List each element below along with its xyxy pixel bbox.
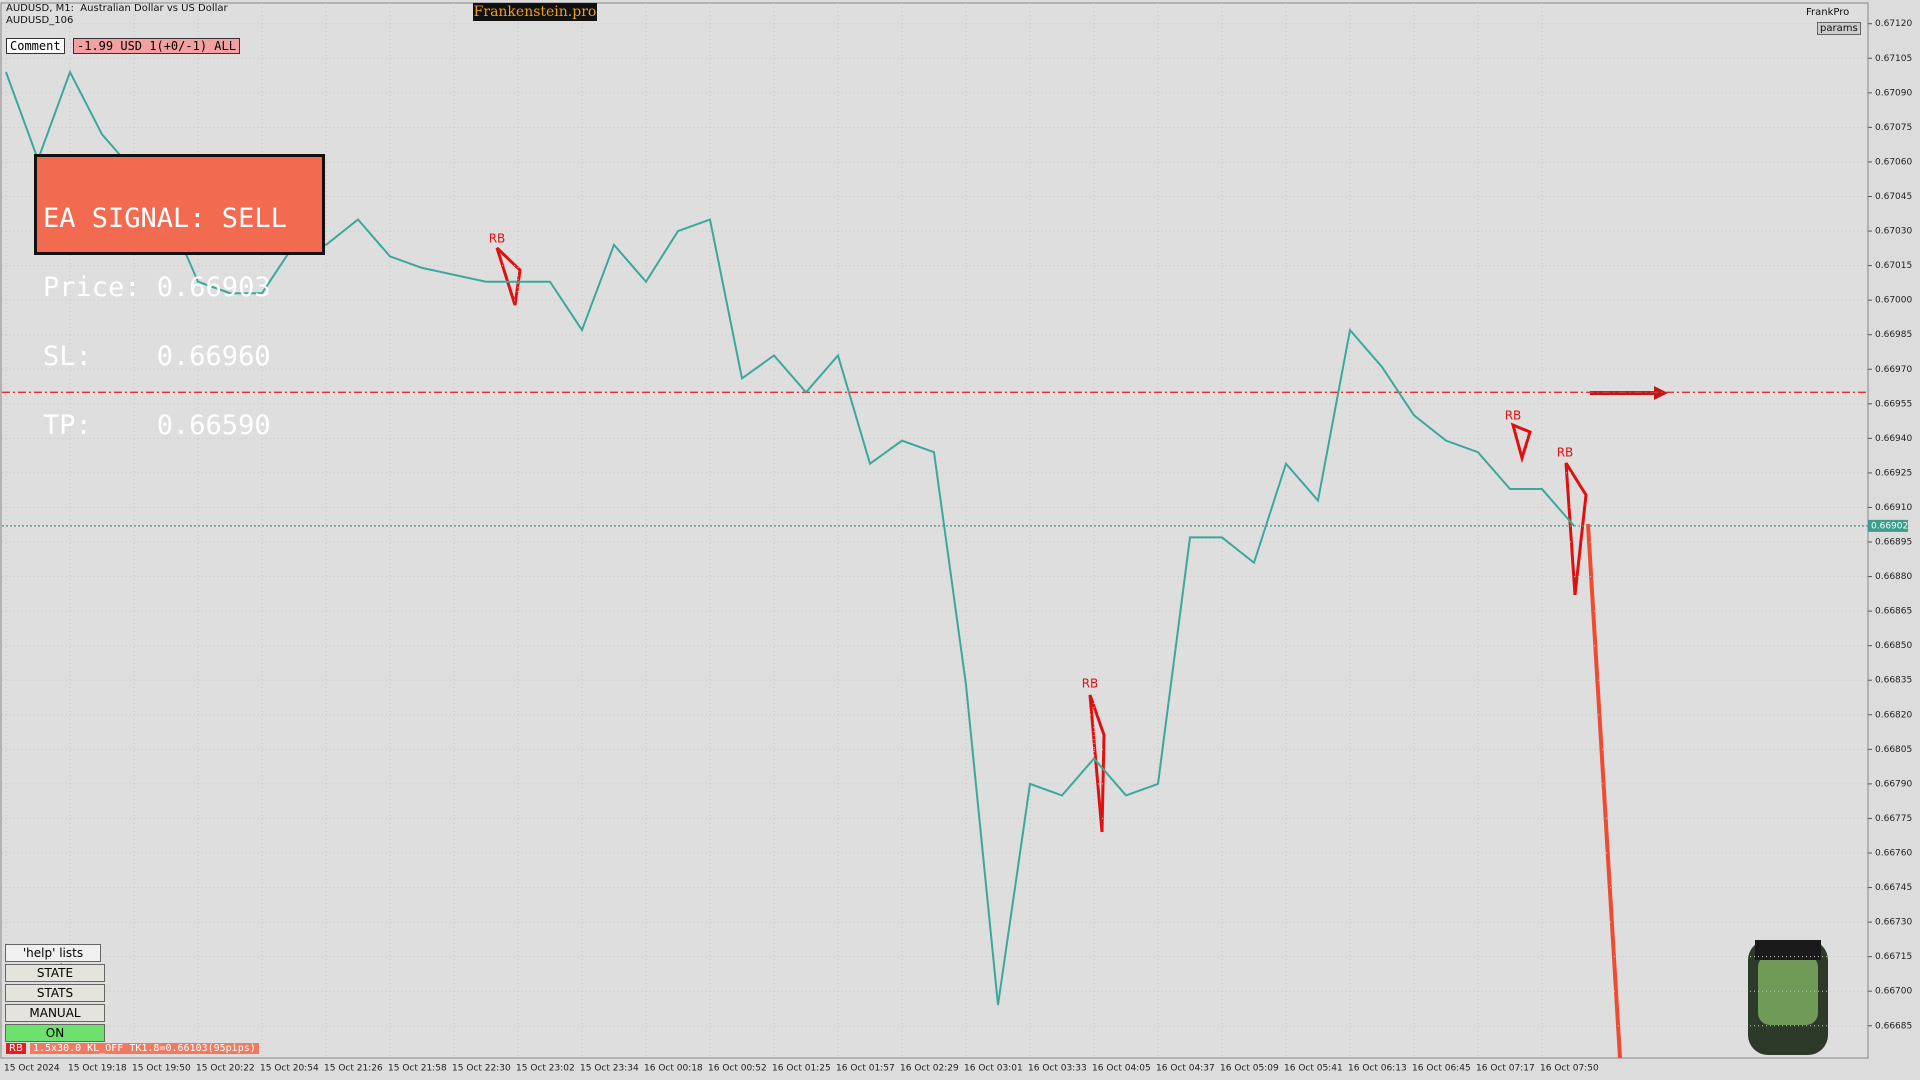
x-tick-label: 16 Oct 03:33	[1028, 1064, 1087, 1074]
x-tick-label: 16 Oct 06:45	[1412, 1064, 1471, 1074]
y-tick-label: 0.66715	[1875, 952, 1912, 962]
x-tick-label: 15 Oct 23:34	[580, 1064, 639, 1074]
button[interactable]: MANUAL	[5, 1004, 105, 1022]
comment-text: -1.99 USD 1(+0/-1) ALL	[73, 38, 240, 54]
x-tick-label: 16 Oct 07:50	[1540, 1064, 1599, 1074]
account: AUDUSD_106	[6, 15, 74, 26]
x-tick-label: 16 Oct 05:41	[1284, 1064, 1343, 1074]
status-text: 1.5x30.0 KL_OFF TK1.8=0.66103(95pips)	[30, 1043, 259, 1054]
y-tick-label: 0.67000	[1875, 296, 1912, 306]
y-tick-label: 0.66730	[1875, 918, 1912, 928]
pattern-label: RB	[1505, 409, 1522, 423]
y-tick-label: 0.66910	[1875, 503, 1912, 513]
x-tick-label: 16 Oct 06:13	[1348, 1064, 1407, 1074]
y-tick-label: 0.66745	[1875, 883, 1912, 893]
x-tick-label: 16 Oct 02:29	[900, 1064, 959, 1074]
button[interactable]: ON	[5, 1024, 105, 1042]
symbol: AUDUSD, M1: Australian Dollar vs US Doll…	[6, 3, 228, 14]
x-tick-label: 16 Oct 04:05	[1092, 1064, 1151, 1074]
x-tick-label: 15 Oct 23:02	[516, 1064, 575, 1074]
x-tick-label: 16 Oct 07:17	[1476, 1064, 1535, 1074]
x-tick-label: 16 Oct 01:25	[772, 1064, 831, 1074]
y-tick-label: 0.66895	[1875, 538, 1912, 548]
x-tick-label: 15 Oct 21:26	[324, 1064, 383, 1074]
y-tick-label: 0.66835	[1875, 676, 1912, 686]
profile: FrankPro	[1806, 7, 1850, 18]
y-tick-label: 0.66865	[1875, 607, 1912, 617]
y-tick-label: 0.67120	[1875, 19, 1912, 29]
y-tick-label: 0.67015	[1875, 261, 1912, 271]
x-tick-label: 16 Oct 01:57	[836, 1064, 895, 1074]
pattern-shapes	[495, 246, 1588, 833]
x-tick-label: 16 Oct 03:01	[964, 1064, 1023, 1074]
signal-line: TP: 0.66590	[43, 410, 271, 441]
help-hint: 'help' lists cmds	[5, 944, 101, 976]
y-tick-label: 0.67060	[1875, 157, 1912, 167]
x-tick-label: 15 Oct 19:50	[132, 1064, 191, 1074]
pattern-label: RB	[1082, 677, 1099, 691]
x-tick-label: 15 Oct 21:58	[388, 1064, 447, 1074]
y-tick-label: 0.66940	[1875, 434, 1912, 444]
x-tick-label: 15 Oct 20:54	[260, 1064, 319, 1074]
price-line	[5, 69, 1575, 1006]
comment-label: Comment	[6, 38, 65, 54]
status-tag: RB	[6, 1043, 26, 1054]
signal-line: EA SIGNAL: SELL	[43, 203, 287, 234]
signal-box: EA SIGNAL: SELL Price: 0.66903 SL: 0.669…	[34, 154, 325, 439]
y-tick-label: 0.66790	[1875, 779, 1912, 789]
x-tick-label: 15 Oct 20:22	[196, 1064, 255, 1074]
params-button[interactable]: params	[1817, 22, 1861, 35]
y-tick-label: 0.67105	[1875, 54, 1912, 64]
y-tick-label: 0.66700	[1875, 987, 1912, 997]
y-tick-label: 0.67030	[1875, 227, 1912, 237]
y-tick-label: 0.66685	[1875, 1021, 1912, 1031]
y-tick-label: 0.66760	[1875, 848, 1912, 858]
x-tick-label: 15 Oct 19:18	[68, 1064, 127, 1074]
x-tick-label: 16 Oct 05:09	[1220, 1064, 1279, 1074]
x-tick-label: 16 Oct 04:37	[1156, 1064, 1215, 1074]
button[interactable]: STATE	[5, 964, 105, 982]
x-tick-label: 16 Oct 00:18	[644, 1064, 703, 1074]
price-tag-label: 0.66902	[1871, 521, 1908, 531]
y-tick-label: 0.67090	[1875, 88, 1912, 98]
y-tick-label: 0.66820	[1875, 710, 1912, 720]
mascot	[1748, 940, 1828, 1055]
y-tick-label: 0.66925	[1875, 468, 1912, 478]
y-tick-label: 0.66970	[1875, 365, 1912, 375]
button[interactable]: STATS	[5, 984, 105, 1002]
price-tag	[1868, 519, 1908, 532]
pattern-label: RB	[1557, 446, 1574, 460]
signal-line: SL: 0.66960	[43, 341, 271, 372]
signal-line: Price: 0.66903	[43, 272, 271, 303]
y-tick-label: 0.67075	[1875, 123, 1912, 133]
y-tick-label: 0.66850	[1875, 641, 1912, 651]
x-tick-label: 16 Oct 00:52	[708, 1064, 767, 1074]
y-tick-label: 0.66880	[1875, 572, 1912, 582]
y-tick-label: 0.66955	[1875, 399, 1912, 409]
signal-arrow-head	[1654, 386, 1668, 400]
x-tick-label: 15 Oct 2024	[4, 1064, 60, 1074]
brand: Frankenstein.pro	[473, 3, 597, 21]
y-tick-label: 0.66805	[1875, 745, 1912, 755]
projection-line	[1586, 523, 1622, 1059]
y-tick-label: 0.66985	[1875, 330, 1912, 340]
pattern-label: RB	[489, 232, 506, 246]
y-tick-label: 0.67045	[1875, 192, 1912, 202]
y-tick-label: 0.66775	[1875, 814, 1912, 824]
x-tick-label: 15 Oct 22:30	[452, 1064, 511, 1074]
